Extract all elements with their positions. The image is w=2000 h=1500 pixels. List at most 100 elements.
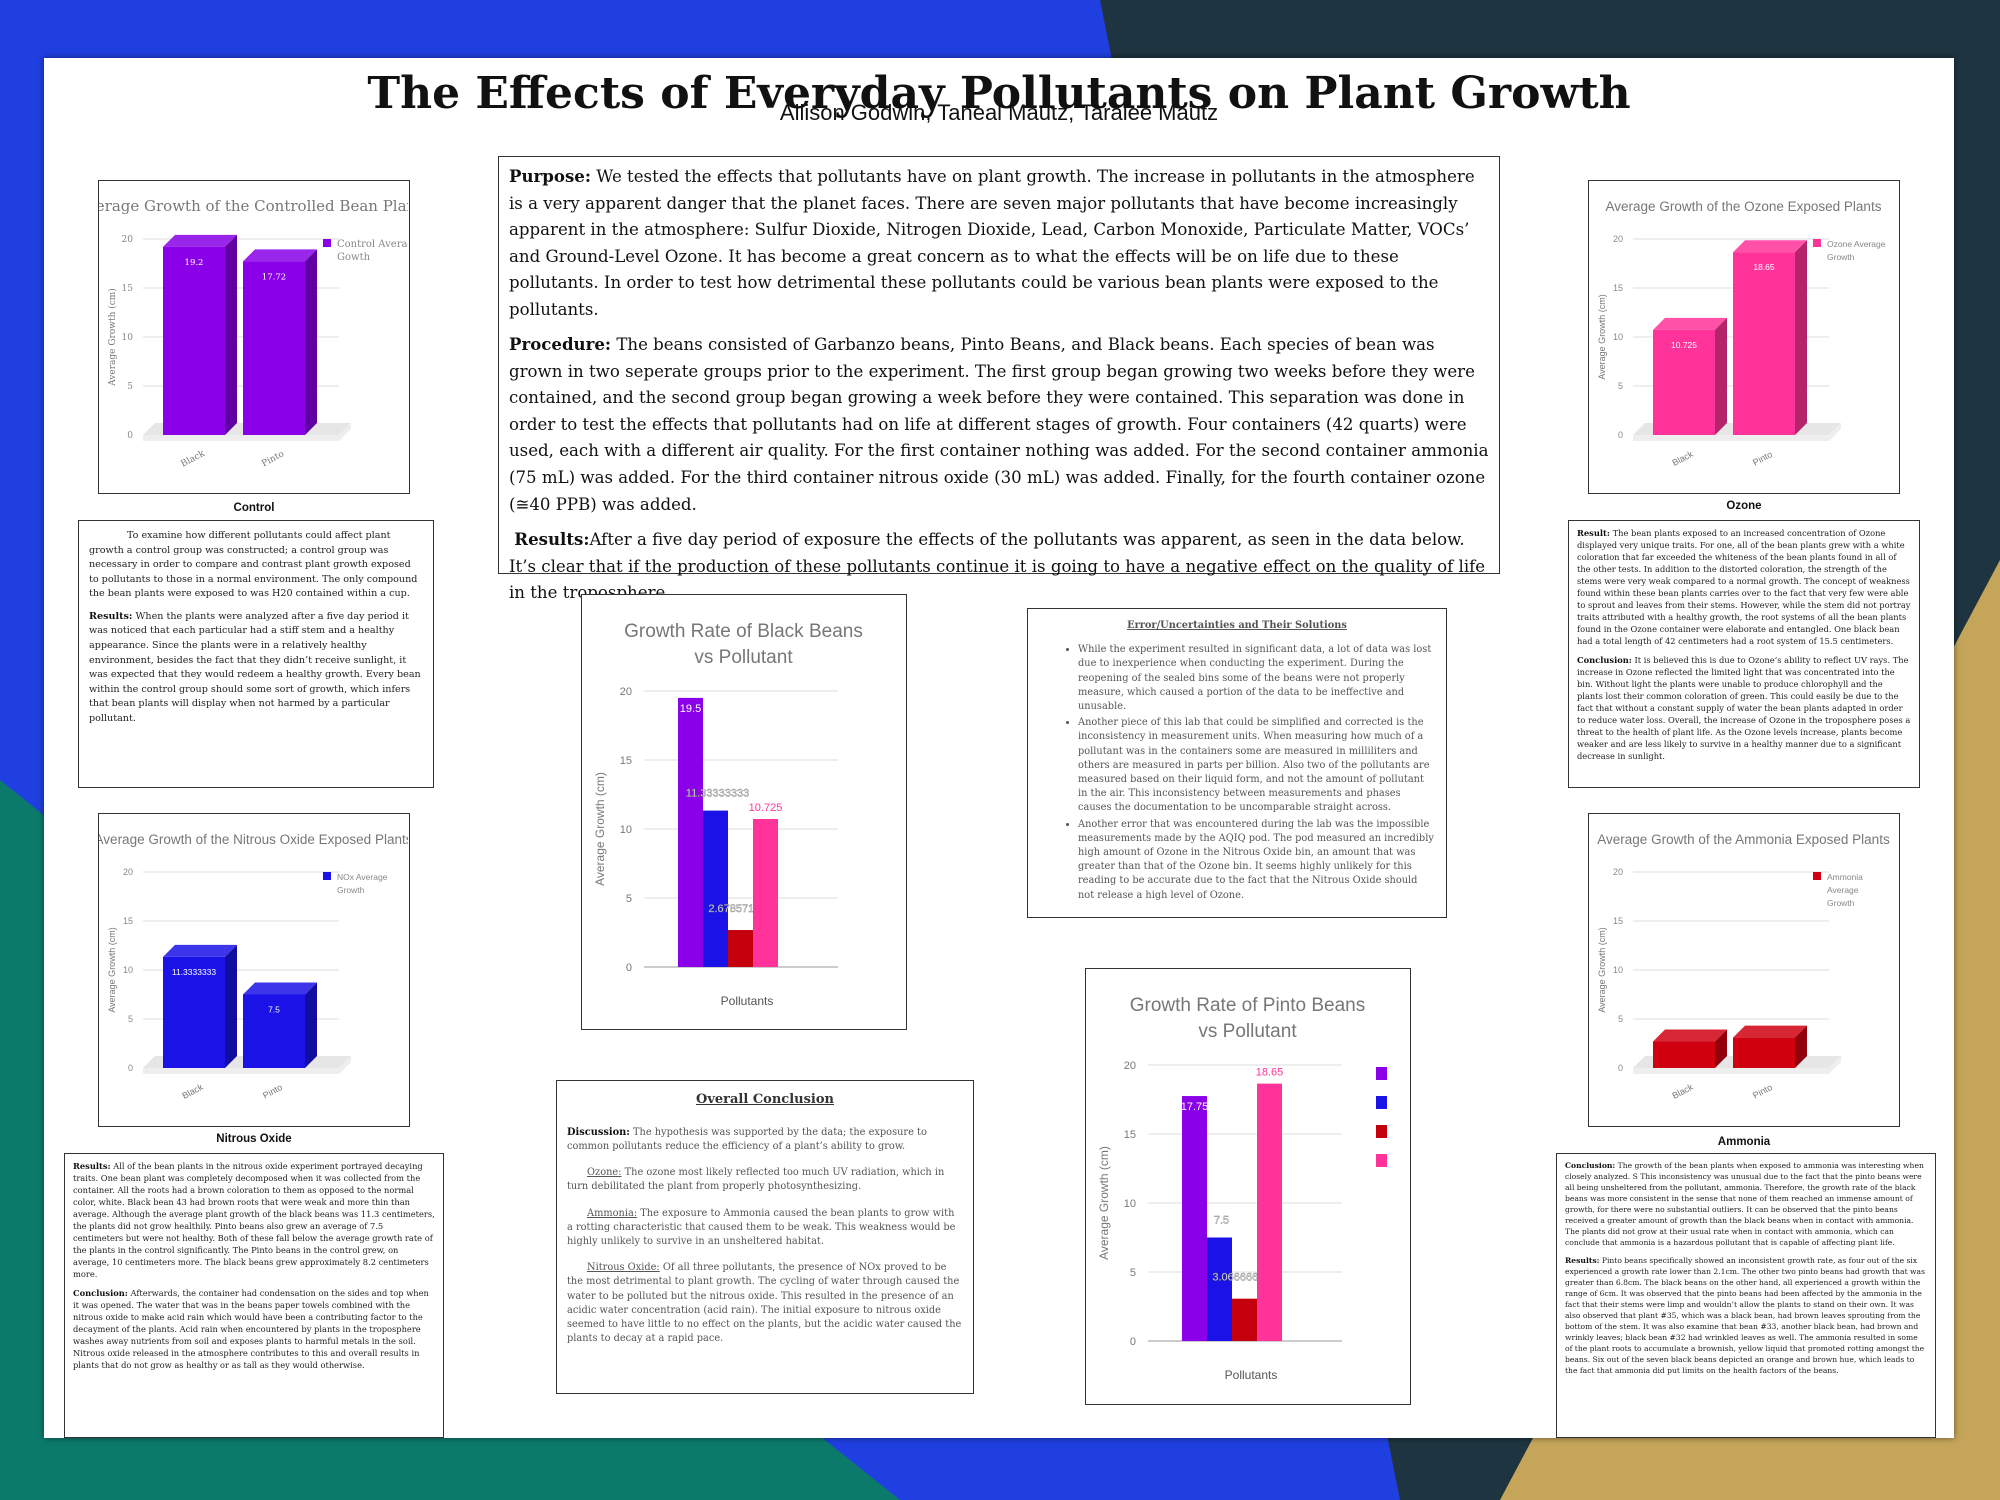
data-label: 7.5 xyxy=(1214,1215,1229,1227)
x-axis-label: Pollutants xyxy=(721,994,774,1008)
error-item: Another piece of this lab that could be … xyxy=(1078,716,1436,815)
overall-nitrous-text: Of all three pollutants, the presence of… xyxy=(567,1262,962,1345)
purpose-label: Purpose: xyxy=(509,166,591,186)
ammonia-chart: Average Growth of the Ammonia Exposed Pl… xyxy=(1588,813,1900,1127)
data-label: 19.5 xyxy=(680,703,701,715)
data-label: 17.72 xyxy=(262,272,286,282)
chart-title: Average Growth of the Ozone Exposed Plan… xyxy=(1606,199,1882,214)
overall-heading: Overall Conclusion xyxy=(696,1092,834,1107)
y-tick-label: 5 xyxy=(1618,381,1623,391)
data-label: 11.3333333 xyxy=(172,967,217,977)
ammonia-text-box: Conclusion: The growth of the bean plant… xyxy=(1556,1153,1936,1438)
ozone-result-text: The bean plants exposed to an increased … xyxy=(1577,528,1911,647)
y-tick-label: 10 xyxy=(1613,332,1623,342)
y-tick-label: 0 xyxy=(1618,430,1623,440)
bar xyxy=(163,956,225,1068)
chart-floor-edge xyxy=(143,423,351,441)
ammonia-results-label: Results: xyxy=(1565,1256,1600,1265)
bar-side xyxy=(225,234,237,435)
bar xyxy=(1733,252,1795,435)
x-tick-label: Black xyxy=(181,1082,206,1101)
bar-top xyxy=(1733,1025,1807,1038)
y-axis-label: Average Growth (cm) xyxy=(1597,294,1607,379)
bar-side xyxy=(1795,1025,1807,1068)
legend-swatch xyxy=(323,239,331,247)
nitrous-conclusion-label: Conclusion: xyxy=(73,1288,128,1299)
x-tick-label: Black xyxy=(1671,449,1696,468)
bar-top xyxy=(1653,1029,1727,1042)
data-label: 11.33333333 xyxy=(686,788,749,800)
overall-ammonia-text: The exposure to Ammonia caused the bean … xyxy=(567,1207,956,1248)
bar-top xyxy=(163,944,237,957)
y-tick-label: 5 xyxy=(128,1014,133,1024)
bar-side xyxy=(305,982,317,1068)
data-label: 7.5 xyxy=(268,1005,280,1015)
y-tick-label: 15 xyxy=(620,755,632,767)
chart-title: Growth Rate of Black Beans vs Pollutant xyxy=(624,621,863,668)
y-tick-label: 0 xyxy=(127,431,133,441)
y-tick-label: 15 xyxy=(123,916,133,926)
x-tick-label: Pinto xyxy=(1751,449,1774,467)
errors-heading: Error/Uncertainties and Their Solutions xyxy=(1127,620,1347,631)
bar xyxy=(753,818,778,967)
error-item: While the experiment resulted in signifi… xyxy=(1078,643,1436,714)
legend-swatch xyxy=(1813,239,1821,247)
bar xyxy=(1182,1096,1207,1341)
y-tick-label: 20 xyxy=(123,867,133,877)
data-label: 10.725 xyxy=(1671,340,1697,350)
x-axis-label: Pollutants xyxy=(1225,1368,1278,1382)
x-tick-label: Black xyxy=(1671,1082,1696,1101)
error-item: Another error that was encountered durin… xyxy=(1078,818,1436,903)
errors-box: Error/Uncertainties and Their Solutions … xyxy=(1027,608,1447,918)
y-tick-label: 5 xyxy=(127,382,133,392)
poster-title: The Effects of Everyday Pollutants on Pl… xyxy=(367,68,1631,119)
bar xyxy=(1232,1298,1257,1341)
y-tick-label: 0 xyxy=(1618,1063,1623,1073)
chart-title: Growth Rate of Pinto Beans vs Pollutant xyxy=(1130,995,1366,1042)
legend-label: Ammonia Average Growth xyxy=(1827,872,1863,908)
bar xyxy=(163,246,225,435)
bar-side xyxy=(305,249,317,435)
bar xyxy=(1257,1083,1282,1341)
x-tick-label: Black xyxy=(180,449,208,470)
y-axis-label: Average Growth (cm) xyxy=(107,927,117,1012)
overall-conclusion-box: Overall Conclusion Discussion: The hypot… xyxy=(556,1080,974,1394)
bar xyxy=(1653,1041,1715,1068)
bar-top xyxy=(163,234,237,247)
overall-ozone-text: The ozone most likely reflected too much… xyxy=(567,1167,945,1193)
y-tick-label: 15 xyxy=(1124,1129,1136,1141)
black-beans-chart: Growth Rate of Black Beans vs Pollutant 0 5… xyxy=(581,594,907,1030)
data-label: 18.65 xyxy=(1753,262,1775,272)
legend-swatch xyxy=(1376,1125,1387,1138)
ammonia-conclusion-text: The growth of the bean plants when expos… xyxy=(1565,1161,1924,1247)
ammonia-conclusion-label: Conclusion: xyxy=(1565,1161,1616,1170)
legend-swatch xyxy=(1813,872,1821,880)
overall-ammonia-label: Ammonia: xyxy=(587,1207,638,1219)
bar xyxy=(728,930,753,967)
y-tick-label: 20 xyxy=(1613,867,1623,877)
x-tick-label: Pinto xyxy=(261,1082,284,1100)
legend-label: Ozone Average Growth xyxy=(1827,239,1886,262)
bar-top xyxy=(1653,317,1727,330)
ozone-result-label: Result: xyxy=(1577,528,1610,538)
y-tick-label: 15 xyxy=(1613,916,1623,926)
x-tick-label: Pinto xyxy=(260,449,286,469)
procedure-text: The beans consisted of Garbanzo beans, P… xyxy=(509,335,1489,514)
y-tick-label: 0 xyxy=(1130,1336,1136,1348)
y-tick-label: 10 xyxy=(1124,1198,1136,1210)
discussion-label: Discussion: xyxy=(567,1126,630,1138)
bar xyxy=(1653,329,1715,435)
bar xyxy=(1207,1237,1232,1341)
intro-box: Purpose: We tested the effects that poll… xyxy=(498,156,1500,602)
legend-swatch xyxy=(1376,1096,1387,1109)
legend-label: NOx Average Growth xyxy=(337,872,388,895)
procedure-label: Procedure: xyxy=(509,334,612,355)
bar-top xyxy=(243,982,317,995)
y-tick-label: 0 xyxy=(128,1063,133,1073)
nitrous-caption: Nitrous Oxide xyxy=(216,1133,292,1145)
control-results-label: Results: xyxy=(89,610,133,622)
y-tick-label: 15 xyxy=(1613,283,1623,293)
data-label: 10.725 xyxy=(749,802,783,814)
ammonia-results-text: Pinto beans specifically showed an incon… xyxy=(1565,1256,1925,1375)
errors-list: While the experiment resulted in signifi… xyxy=(1038,643,1436,903)
